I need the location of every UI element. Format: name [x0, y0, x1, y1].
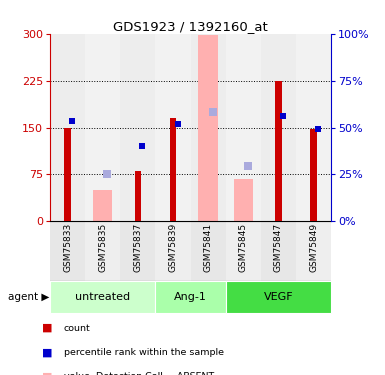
Text: GSM75845: GSM75845 — [239, 222, 248, 272]
Bar — [50, 221, 85, 281]
Bar — [121, 34, 156, 221]
Bar — [156, 281, 226, 313]
Bar — [226, 221, 261, 281]
Text: ■: ■ — [42, 348, 53, 357]
Text: GSM75849: GSM75849 — [309, 222, 318, 272]
Bar — [226, 34, 261, 221]
Text: GSM75839: GSM75839 — [169, 222, 177, 272]
Bar — [121, 221, 156, 281]
Bar — [135, 171, 141, 221]
Bar — [275, 81, 281, 221]
Bar — [199, 35, 218, 221]
Text: GSM75847: GSM75847 — [274, 222, 283, 272]
Bar — [170, 118, 176, 221]
Bar — [64, 128, 71, 221]
Bar — [93, 190, 112, 221]
Text: Ang-1: Ang-1 — [174, 292, 207, 302]
Bar — [156, 221, 191, 281]
Text: GSM75835: GSM75835 — [98, 222, 107, 272]
Text: ■: ■ — [42, 323, 53, 333]
Bar — [191, 221, 226, 281]
Text: GSM75833: GSM75833 — [63, 222, 72, 272]
Text: value, Detection Call = ABSENT: value, Detection Call = ABSENT — [64, 372, 214, 375]
Bar — [310, 129, 317, 221]
Text: untreated: untreated — [75, 292, 130, 302]
Bar — [85, 221, 120, 281]
Text: percentile rank within the sample: percentile rank within the sample — [64, 348, 224, 357]
Title: GDS1923 / 1392160_at: GDS1923 / 1392160_at — [113, 20, 268, 33]
Bar — [261, 34, 296, 221]
Bar — [261, 221, 296, 281]
Bar — [226, 281, 331, 313]
Bar — [296, 221, 331, 281]
Bar — [50, 34, 85, 221]
Bar — [234, 179, 253, 221]
Bar — [296, 34, 331, 221]
Bar — [191, 34, 226, 221]
Text: GSM75841: GSM75841 — [204, 222, 213, 272]
Text: agent ▶: agent ▶ — [8, 292, 49, 302]
Text: VEGF: VEGF — [264, 292, 293, 302]
Text: ■: ■ — [42, 372, 53, 375]
Text: GSM75837: GSM75837 — [133, 222, 142, 272]
Bar — [50, 281, 156, 313]
Bar — [85, 34, 120, 221]
Text: count: count — [64, 324, 90, 333]
Bar — [156, 34, 191, 221]
